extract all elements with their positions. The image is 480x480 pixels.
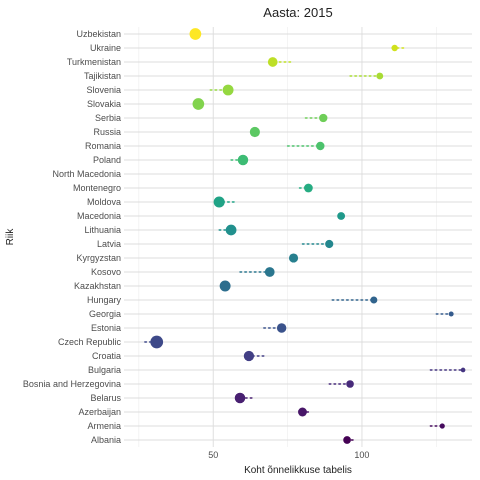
y-tick-label: Azerbaijan [78,407,121,417]
y-axis-ticks: Albania Armenia Azerbaijan Belarus Bosnia an… [23,29,122,445]
y-tick-label: Hungary [87,295,122,305]
data-point [325,239,334,249]
points [150,28,466,444]
data-point [234,392,246,404]
data-point [304,183,313,193]
y-tick-label: Bosnia and Herzegovina [23,379,121,389]
data-point [460,367,466,373]
data-point [337,212,346,220]
data-point [391,44,398,52]
y-tick-label: Russia [93,127,121,137]
data-point [316,141,325,151]
x-axis-label: Koht õnnelikkuse tabelis [244,465,352,476]
data-point [439,423,445,429]
x-axis-ticks: 50 100 [208,450,369,460]
data-point [243,350,255,362]
grid [124,27,472,447]
y-tick-label: Moldova [87,197,121,207]
y-tick-label: Macedonia [77,211,121,221]
data-point [189,28,202,40]
data-point [237,154,249,166]
data-point [370,296,378,304]
y-tick-label: Kazakhstan [74,281,121,291]
y-tick-label: Kyrgyzstan [76,253,121,263]
data-point [213,196,225,208]
data-point [376,72,384,80]
y-tick-label: Romania [85,141,121,151]
y-tick-label: Latvia [97,239,121,249]
y-tick-label: Estonia [91,323,121,333]
data-point [264,267,275,277]
data-point [276,323,287,333]
y-tick-label: Slovenia [86,85,121,95]
y-tick-label: North Macedonia [52,169,121,179]
data-point [288,253,299,263]
y-tick-label: Lithuania [84,225,121,235]
chart-title: Aasta: 2015 [263,5,332,20]
y-tick-label: Uzbekistan [76,29,121,39]
y-tick-label: Tajikistan [84,71,121,81]
data-point [150,335,164,349]
data-point [343,436,351,444]
y-tick-label: Albania [91,435,121,445]
y-tick-label: Czech Republic [58,337,122,347]
data-point [319,113,328,123]
data-point [222,84,234,96]
y-tick-label: Kosovo [91,267,121,277]
data-point [267,57,278,67]
x-tick-label: 100 [354,450,369,460]
y-tick-label: Turkmenistan [67,57,121,67]
y-tick-label: Montenegro [73,183,121,193]
y-tick-label: Croatia [92,351,121,361]
y-tick-label: Belarus [90,393,121,403]
data-point [249,126,260,138]
y-tick-label: Poland [93,155,121,165]
y-tick-label: Georgia [89,309,121,319]
y-tick-label: Bulgaria [88,365,121,375]
y-axis-label: Riik [5,228,16,246]
data-point [448,311,454,317]
x-tick-label: 50 [208,450,218,460]
data-point [225,224,237,236]
y-tick-label: Ukraine [90,43,121,53]
y-tick-label: Slovakia [87,99,121,109]
y-tick-label: Armenia [87,421,121,431]
data-point [192,98,205,110]
data-point [298,407,307,417]
data-point [219,280,231,292]
data-point [346,380,354,388]
y-tick-label: Serbia [95,113,121,123]
